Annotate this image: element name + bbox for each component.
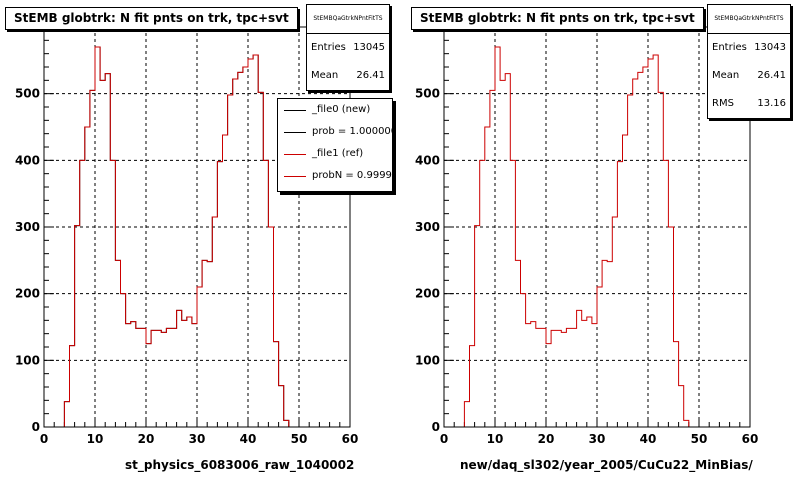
y-tick-label: 300: [415, 220, 440, 234]
legend-swatch: [284, 176, 306, 177]
x-tick-label: 20: [138, 432, 155, 446]
stats-row-entries: Entries 13043: [708, 34, 790, 62]
histogram-series-line: [444, 46, 699, 428]
x-tick-label: 40: [640, 432, 657, 446]
x-tick-label: 40: [240, 432, 257, 446]
x-tick-label: 50: [691, 432, 708, 446]
legend-1: _file0 (new) prob = 1.000000 _file1 (ref…: [277, 98, 393, 192]
histogram-series-line: [44, 46, 299, 428]
stats-label: Entries: [712, 42, 747, 53]
stats-value: 13045: [353, 42, 385, 53]
stats-box-name: StEMBQaGtrkNPntFitTS: [307, 5, 389, 34]
y-tick-label: 500: [15, 87, 40, 101]
x-tick-label: 60: [342, 432, 359, 446]
stats-value: 13.16: [757, 98, 786, 109]
y-tick-label: 200: [415, 287, 440, 301]
legend-entry: probN = 0.999995: [278, 165, 392, 187]
legend-entry: _file1 (ref): [278, 143, 392, 165]
x-tick-label: 30: [589, 432, 606, 446]
legend-entry: _file0 (new): [278, 99, 392, 121]
y-tick-label: 0: [32, 420, 40, 434]
legend-swatch: [284, 154, 306, 155]
legend-label: _file1 (ref): [312, 148, 364, 159]
chart-panel-1: 0 10 20 30 40 50 60 0 100 200 300 400 500 StEMB glob…: [5, 4, 393, 472]
x-axis-label-2: new/daq_sl302/year_2005/CuCu22_MinBias/: [460, 458, 753, 472]
stats-value: 13043: [754, 42, 786, 53]
y-tick-label: 0: [432, 420, 440, 434]
x-tick-label: 50: [291, 432, 308, 446]
stats-box-name: StEMBQaGtrkNPntFitTS: [708, 5, 790, 34]
stats-label: Entries: [311, 42, 346, 53]
stats-box-2: StEMBQaGtrkNPntFitTS Entries 13043 Mean …: [707, 4, 791, 119]
y-tick-label: 500: [415, 87, 440, 101]
stats-label: Mean: [712, 70, 740, 81]
y-tick-label: 400: [15, 153, 40, 167]
x-tick-label: 0: [40, 432, 48, 446]
stats-value: 26.41: [356, 70, 385, 81]
legend-swatch: [284, 132, 306, 133]
y-tick-label: 100: [415, 353, 440, 367]
stats-row-mean: Mean 26.41: [708, 62, 790, 90]
stats-box-1: StEMBQaGtrkNPntFitTS Entries 13045 Mean …: [306, 4, 390, 91]
legend-label: probN = 0.999995: [312, 170, 392, 181]
y-tick-label: 200: [15, 287, 40, 301]
legend-label: _file0 (new): [312, 104, 371, 115]
chart-panel-2: 0 10 20 30 40 50 60 0 100 200 300 400 500 StEMB glob…: [400, 0, 800, 480]
stats-label: Mean: [311, 70, 339, 81]
legend-swatch: [284, 110, 306, 111]
stats-row-rms: RMS 13.16: [708, 90, 790, 118]
chart-title-1: StEMB globtrk: N fit pnts on trk, tpc+sv…: [5, 7, 298, 30]
stats-row-mean: Mean 26.41: [307, 62, 389, 90]
x-tick-label: 0: [440, 432, 448, 446]
stats-row-entries: Entries 13045: [307, 34, 389, 62]
histogram-plot-1: 0 10 20 30 40 50 60 0 100 200 300 400 500: [15, 26, 359, 446]
legend-entry: prob = 1.000000: [278, 121, 392, 143]
y-tick-label: 400: [415, 153, 440, 167]
y-tick-label: 300: [15, 220, 40, 234]
stats-label: RMS: [712, 98, 734, 109]
histogram-plot-2: 0 10 20 30 40 50 60 0 100 200 300 400 500: [415, 26, 759, 446]
x-axis-label-1: st_physics_6083006_raw_1040002: [125, 458, 355, 472]
x-tick-label: 30: [189, 432, 206, 446]
x-tick-label: 20: [538, 432, 555, 446]
x-tick-label: 10: [487, 432, 504, 446]
chart-title-2: StEMB globtrk: N fit pnts on trk, tpc+sv…: [411, 7, 704, 30]
legend-label: prob = 1.000000: [312, 126, 393, 137]
x-tick-label: 60: [742, 432, 759, 446]
x-tick-label: 10: [87, 432, 104, 446]
y-tick-label: 100: [15, 353, 40, 367]
stats-value: 26.41: [757, 70, 786, 81]
